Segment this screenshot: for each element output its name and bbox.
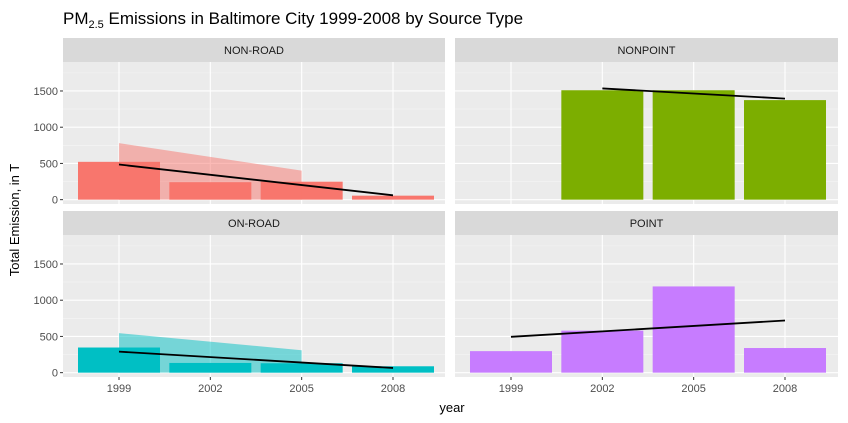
- x-tick-label: 1999: [499, 383, 523, 395]
- panel-on-road: ON-ROAD 0 500 1000 1500 1999 2002 2005 2008: [34, 211, 445, 395]
- facet-panels: NON-ROAD 0 500 1000 1500 NONPOINT ON-ROAD 0 500 1…: [34, 38, 838, 395]
- y-tick-label: 1500: [34, 259, 58, 271]
- trend-line: [602, 87, 786, 100]
- x-tick-label: 2008: [773, 383, 797, 395]
- bar-2002: [561, 90, 644, 200]
- strip-label: ON-ROAD: [228, 218, 280, 230]
- strip-nonpoint: [455, 38, 838, 62]
- chart-title: PM2.5 Emissions in Baltimore City 1999-2…: [63, 9, 523, 31]
- panel-point: POINT 1999 2002 2005 2008: [455, 211, 838, 395]
- y-tick-label: 1000: [34, 295, 58, 307]
- chart-title-main: PM: [63, 9, 89, 28]
- y-tick-label: 0: [52, 368, 58, 380]
- y-tick-label: 500: [40, 331, 58, 343]
- bar-2002: [561, 330, 644, 373]
- x-tick-label: 2005: [289, 383, 313, 395]
- x-axis-title: year: [439, 400, 465, 415]
- trend-line: [118, 350, 394, 369]
- x-tick-label: 2002: [198, 383, 222, 395]
- chart-title-subscript: 2.5: [89, 19, 104, 31]
- strip-label: NONPOINT: [617, 45, 675, 57]
- chart-title-rest: Emissions in Baltimore City 1999-2008 by…: [104, 9, 523, 28]
- y-tick-label: 0: [52, 195, 58, 207]
- y-axis-title: Total Emission, in T: [7, 164, 22, 277]
- bar-2005: [652, 90, 735, 200]
- y-tick-label: 1000: [34, 122, 58, 134]
- strip-on-road: [63, 211, 445, 235]
- x-tick-label: 2002: [590, 383, 614, 395]
- x-tick-label: 2008: [381, 383, 405, 395]
- panel-nonpoint: NONPOINT: [455, 38, 838, 204]
- bar-2008: [744, 348, 826, 373]
- strip-non-road: [63, 38, 445, 62]
- strip-point: [455, 211, 838, 235]
- strip-label: NON-ROAD: [224, 45, 284, 57]
- trend-confidence-band: [119, 143, 302, 200]
- y-tick-label: 500: [40, 158, 58, 170]
- bar-2008: [352, 366, 434, 373]
- trend-line: [510, 319, 786, 338]
- panel-non-road: NON-ROAD 0 500 1000 1500: [34, 38, 445, 207]
- trend-line: [118, 163, 394, 197]
- bar-2008: [744, 100, 826, 200]
- x-tick-label: 2005: [681, 383, 705, 395]
- x-tick-label: 1999: [107, 383, 131, 395]
- bar-2005: [652, 286, 735, 373]
- trend-confidence-band: [119, 333, 302, 373]
- bar-2008: [352, 195, 434, 200]
- strip-label: POINT: [630, 218, 664, 230]
- y-tick-label: 1500: [34, 86, 58, 98]
- bar-1999: [470, 351, 552, 373]
